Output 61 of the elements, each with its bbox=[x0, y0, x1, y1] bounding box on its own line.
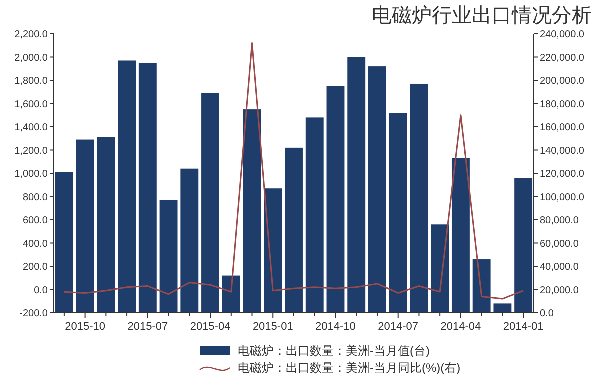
x-tick-label: 2014-10 bbox=[316, 321, 356, 333]
line-series bbox=[64, 42, 524, 300]
y-tick-label: 20,000.0 bbox=[540, 285, 580, 296]
y2-tick-label: 800.0 bbox=[22, 192, 48, 204]
x-tick-label: 2014-04 bbox=[440, 321, 482, 333]
bar bbox=[118, 60, 136, 313]
bar bbox=[243, 110, 262, 313]
y-tick-label: 100,000.0 bbox=[540, 192, 585, 204]
bar bbox=[326, 86, 345, 313]
y2-tick-label: 1,400.0 bbox=[14, 122, 48, 134]
bar bbox=[410, 84, 428, 313]
legend-label: 电磁炉：出口数量：美洲-当月值(台) bbox=[238, 344, 430, 358]
y2-tick-label: -200.0 bbox=[20, 308, 48, 320]
bar bbox=[55, 172, 74, 313]
y2-tick-label: 1,800.0 bbox=[14, 76, 48, 87]
y2-tick-label: 2,200.0 bbox=[14, 30, 48, 40]
y-tick-label: 40,000.0 bbox=[540, 262, 580, 273]
bar bbox=[264, 188, 282, 313]
bar bbox=[472, 260, 491, 313]
y-tick-label: 80,000.0 bbox=[540, 216, 580, 226]
x-tick-label: 2015-07 bbox=[128, 321, 168, 333]
y-tick-label: 120,000.0 bbox=[540, 169, 585, 180]
bar bbox=[202, 93, 220, 313]
y2-tick-label: 600.0 bbox=[22, 216, 48, 226]
bar bbox=[389, 113, 408, 313]
y2-tick-label: 400.0 bbox=[22, 238, 48, 250]
bar bbox=[306, 118, 324, 313]
legend-label: 电磁炉：出口数量：美洲-当月同比(%)(右) bbox=[238, 361, 461, 376]
bar bbox=[97, 137, 116, 313]
bar bbox=[285, 148, 303, 313]
chart-title: 电磁炉行业出口情况分析 bbox=[372, 5, 592, 27]
y-tick-label: 200,000.0 bbox=[540, 76, 585, 87]
y2-tick-label: 1,200.0 bbox=[14, 146, 48, 157]
y-tick-label: 60,000.0 bbox=[540, 238, 580, 250]
y-tick-label: 0.0 bbox=[540, 308, 554, 320]
x-tick-label: 2015-10 bbox=[65, 321, 106, 333]
bar bbox=[494, 304, 512, 313]
bar bbox=[514, 178, 533, 313]
bar bbox=[368, 66, 386, 313]
x-tick-label: 2015-01 bbox=[252, 321, 294, 333]
bar bbox=[222, 276, 240, 313]
y2-tick-label: 2,000.0 bbox=[14, 52, 48, 64]
x-tick-label: 2015-04 bbox=[190, 321, 231, 333]
y-tick-label: 240,000.0 bbox=[540, 30, 585, 40]
bar bbox=[348, 57, 366, 313]
bar bbox=[160, 200, 178, 313]
x-tick-label: 2014-07 bbox=[378, 321, 419, 333]
y2-tick-label: 1,000.0 bbox=[14, 169, 48, 180]
bar bbox=[452, 158, 470, 313]
x-tick-label: 2014-01 bbox=[503, 321, 544, 333]
y-tick-label: 160,000.0 bbox=[540, 122, 585, 134]
bar bbox=[431, 224, 450, 313]
y2-tick-label: 200.0 bbox=[22, 262, 48, 273]
y-tick-label: 220,000.0 bbox=[540, 52, 585, 64]
bar bbox=[76, 140, 94, 313]
y2-tick-label: 0.0 bbox=[34, 285, 48, 296]
y2-tick-label: 1,600.0 bbox=[14, 99, 48, 110]
bar bbox=[180, 168, 199, 313]
bar bbox=[138, 63, 157, 313]
y-tick-label: 180,000.0 bbox=[540, 99, 585, 110]
y-tick-label: 140,000.0 bbox=[540, 146, 585, 157]
